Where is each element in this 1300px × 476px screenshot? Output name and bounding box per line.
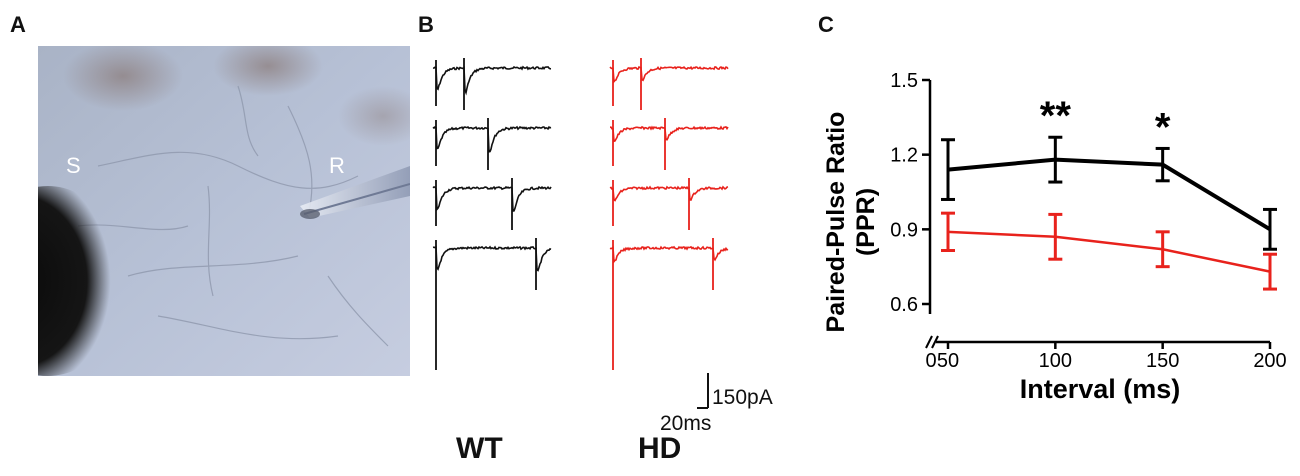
- panel-label-c: C: [818, 12, 834, 37]
- y-axis-title-unit: (PPR): [852, 188, 880, 256]
- y-tick-label: 0.9: [890, 219, 918, 241]
- hd-error-bar: [1155, 230, 1170, 269]
- x-axis-title: Interval (ms): [1020, 374, 1181, 404]
- axis-break-mark: [925, 335, 933, 349]
- recording-electrode-label: R: [329, 153, 345, 178]
- slice-photo: S R: [38, 46, 410, 376]
- hd-trace-3: [609, 185, 729, 202]
- wt-trace-group: [432, 58, 552, 370]
- wt-error-bar: [1048, 135, 1063, 184]
- x-tick-label: 150: [1146, 350, 1179, 372]
- hd-trace-group: [609, 58, 729, 370]
- significance-marker: **: [1040, 94, 1072, 138]
- axis-break-mark: [931, 335, 939, 349]
- x-tick-label: 100: [1039, 350, 1072, 372]
- hd-label: HD: [638, 432, 682, 465]
- scale-current-label: 150pA: [712, 386, 773, 409]
- hd-error-bar: [1048, 212, 1063, 261]
- chart-annotations: ** *: [1040, 94, 1171, 149]
- chart-series: [941, 135, 1277, 291]
- x-tick-label: 200: [1253, 350, 1286, 372]
- scale-time-label: 20ms: [660, 412, 712, 435]
- x-zero-label: 0: [925, 350, 936, 372]
- ppr-chart: 0.6 0.9 1.2 1.5 0 50 100 150 200 Interval (ms) Pai…: [822, 70, 1287, 404]
- chart-axes: 0.6 0.9 1.2 1.5 0 50 100 150 200 Interval (ms) Pai…: [822, 70, 1287, 404]
- wt-series-line: [947, 157, 1272, 232]
- wt-error-bar: [1155, 146, 1170, 183]
- wt-label: WT: [456, 432, 503, 465]
- y-tick-label: 1.2: [890, 145, 918, 167]
- hd-series-line: [947, 230, 1271, 273]
- stimulation-electrode-label: S: [66, 153, 81, 178]
- panel-label-a: A: [10, 12, 26, 37]
- hd-trace-4: [609, 245, 729, 264]
- wt-error-bar: [1263, 207, 1277, 251]
- y-axis-title: Paired-Pulse Ratio: [822, 112, 850, 333]
- wt-trace-3: [432, 185, 552, 212]
- slice-photo-image: [38, 46, 410, 376]
- wt-trace-1: [432, 65, 552, 96]
- x-tick-label: 50: [937, 350, 959, 372]
- wt-trace-2: [432, 125, 552, 153]
- hd-trace-1: [609, 65, 729, 84]
- y-tick-label: 1.5: [890, 70, 918, 92]
- scale-bar: [697, 373, 709, 409]
- wt-trace-4: [432, 245, 552, 272]
- hd-error-bar: [941, 211, 955, 252]
- panel-label-b: B: [418, 12, 434, 37]
- wt-error-bar: [941, 138, 955, 201]
- significance-marker: *: [1155, 105, 1171, 149]
- y-tick-label: 0.6: [890, 294, 918, 316]
- hd-error-bar: [1263, 252, 1277, 291]
- ipsc-traces: [432, 58, 729, 409]
- hd-trace-2: [610, 125, 729, 143]
